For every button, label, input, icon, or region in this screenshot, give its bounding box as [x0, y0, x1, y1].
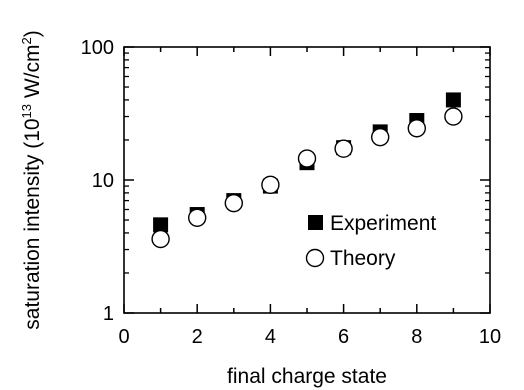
legend-label-theory: Theory: [330, 247, 396, 270]
legend-label-experiment: Experiment: [330, 212, 436, 235]
theory-point: [261, 175, 280, 195]
x-axis-title: final charge state: [227, 365, 387, 388]
series-layer: [151, 92, 463, 249]
y-axis-title-unit: W/cm: [21, 44, 44, 103]
y-axis-title-unit-exponent: 2: [19, 37, 34, 44]
x-tick-label: 6: [338, 326, 349, 348]
theory-point: [224, 193, 244, 213]
theory-point: [297, 149, 317, 168]
y-tick-label: 100: [81, 37, 114, 59]
x-tick-label: 0: [118, 326, 129, 348]
x-tick-label: 4: [265, 326, 276, 348]
x-tick-label: 8: [411, 326, 422, 348]
legend: Experiment Theory: [305, 212, 436, 270]
theory-point: [407, 119, 426, 138]
legend-marker-theory: [305, 248, 325, 268]
y-axis-title-exponent: 13: [19, 104, 34, 118]
y-axis-ticks: 1 10 100: [81, 37, 490, 325]
theory-point: [151, 229, 170, 249]
y-axis-title-main: saturation intensity (10: [21, 118, 44, 329]
x-axis-ticks: 0 2 4 6 8 10: [118, 47, 501, 348]
y-axis-title: saturation intensity (1013 W/cm2): [19, 30, 44, 329]
x-tick-label: 2: [192, 326, 203, 348]
x-tick-label: 10: [479, 326, 501, 348]
y-axis-title-close: ): [21, 30, 44, 37]
experiment-point: [153, 217, 169, 233]
theory-point: [187, 208, 207, 227]
experiment-point: [445, 92, 461, 108]
y-tick-label: 1: [103, 303, 114, 325]
plot-frame: [123, 46, 491, 314]
legend-marker-experiment: [308, 215, 323, 230]
y-tick-label: 10: [92, 170, 114, 192]
theory-point: [334, 139, 353, 158]
theory-point: [371, 127, 390, 147]
theory-point: [444, 107, 463, 126]
